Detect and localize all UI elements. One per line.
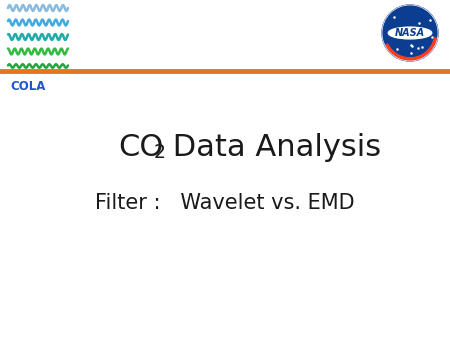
Text: Data Analysis: Data Analysis [163, 132, 381, 162]
Text: CO: CO [118, 132, 163, 162]
Ellipse shape [388, 27, 432, 39]
Text: NASA: NASA [395, 28, 425, 38]
Text: COLA: COLA [10, 80, 45, 93]
Circle shape [382, 5, 438, 61]
Text: Filter :   Wavelet vs. EMD: Filter : Wavelet vs. EMD [95, 193, 355, 213]
Text: 2: 2 [154, 143, 166, 162]
